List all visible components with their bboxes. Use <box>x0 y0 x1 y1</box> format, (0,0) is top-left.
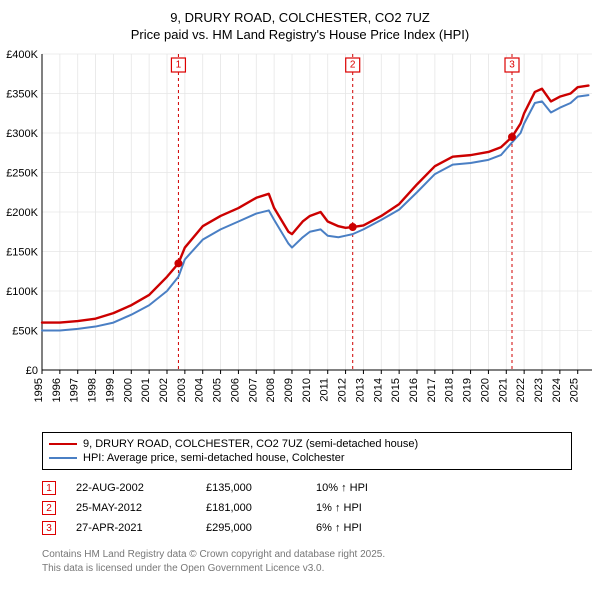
legend-swatch <box>49 457 77 459</box>
svg-text:2019: 2019 <box>462 378 474 402</box>
title-block: 9, DRURY ROAD, COLCHESTER, CO2 7UZ Price… <box>0 0 600 48</box>
sale-marker-icon: 3 <box>42 521 56 535</box>
svg-text:2024: 2024 <box>551 378 563 402</box>
legend-label: HPI: Average price, semi-detached house,… <box>83 452 345 464</box>
svg-text:2022: 2022 <box>515 378 527 402</box>
svg-text:2000: 2000 <box>122 378 134 402</box>
svg-text:£300K: £300K <box>6 128 38 140</box>
svg-text:£150K: £150K <box>6 247 38 259</box>
svg-text:1: 1 <box>176 60 182 71</box>
sale-date: 22-AUG-2002 <box>76 482 186 494</box>
svg-text:£250K: £250K <box>6 168 38 180</box>
sale-diff: 6% ↑ HPI <box>316 522 362 534</box>
svg-text:2014: 2014 <box>372 378 384 402</box>
legend: 9, DRURY ROAD, COLCHESTER, CO2 7UZ (semi… <box>42 432 572 470</box>
sale-price: £135,000 <box>206 482 296 494</box>
svg-text:2015: 2015 <box>390 378 402 402</box>
svg-text:2017: 2017 <box>426 378 438 402</box>
svg-text:2008: 2008 <box>265 378 277 402</box>
sale-marker-icon: 1 <box>42 481 56 495</box>
sale-row: 1 22-AUG-2002 £135,000 10% ↑ HPI <box>42 478 572 498</box>
sale-row: 2 25-MAY-2012 £181,000 1% ↑ HPI <box>42 498 572 518</box>
svg-text:2007: 2007 <box>247 378 259 402</box>
svg-text:2023: 2023 <box>533 378 545 402</box>
svg-text:2005: 2005 <box>212 378 224 402</box>
sale-diff: 10% ↑ HPI <box>316 482 368 494</box>
svg-text:2002: 2002 <box>158 378 170 402</box>
svg-text:2009: 2009 <box>283 378 295 402</box>
svg-text:2006: 2006 <box>229 378 241 402</box>
svg-text:2020: 2020 <box>479 378 491 402</box>
svg-text:1997: 1997 <box>69 378 81 402</box>
chart: £0 £50K £100K £150K £200K £250K £300K £350K £400… <box>0 48 600 428</box>
title-address: 9, DRURY ROAD, COLCHESTER, CO2 7UZ <box>6 10 594 25</box>
svg-text:2: 2 <box>350 60 356 71</box>
footer-line: Contains HM Land Registry data © Crown c… <box>42 548 572 562</box>
svg-text:£50K: £50K <box>12 326 38 338</box>
svg-text:2011: 2011 <box>319 378 331 402</box>
footer: Contains HM Land Registry data © Crown c… <box>42 548 572 575</box>
svg-text:1999: 1999 <box>104 378 116 402</box>
chart-svg: £0 £50K £100K £150K £200K £250K £300K £350K £400… <box>0 48 600 428</box>
svg-text:2004: 2004 <box>194 378 206 402</box>
svg-text:2010: 2010 <box>301 378 313 402</box>
svg-text:£100K: £100K <box>6 286 38 298</box>
sale-date: 25-MAY-2012 <box>76 502 186 514</box>
title-subtitle: Price paid vs. HM Land Registry's House … <box>6 27 594 42</box>
svg-text:3: 3 <box>509 60 515 71</box>
legend-label: 9, DRURY ROAD, COLCHESTER, CO2 7UZ (semi… <box>83 438 418 450</box>
sale-date: 27-APR-2021 <box>76 522 186 534</box>
svg-text:1996: 1996 <box>51 378 63 402</box>
sale-price: £295,000 <box>206 522 296 534</box>
sale-row: 3 27-APR-2021 £295,000 6% ↑ HPI <box>42 518 572 538</box>
sale-marker-icon: 2 <box>42 501 56 515</box>
legend-item: 9, DRURY ROAD, COLCHESTER, CO2 7UZ (semi… <box>49 437 565 451</box>
legend-item: HPI: Average price, semi-detached house,… <box>49 451 565 465</box>
svg-text:2018: 2018 <box>444 378 456 402</box>
legend-swatch <box>49 443 77 445</box>
svg-text:2013: 2013 <box>354 378 366 402</box>
svg-text:2016: 2016 <box>408 378 420 402</box>
svg-text:£200K: £200K <box>6 207 38 219</box>
sales-list: 1 22-AUG-2002 £135,000 10% ↑ HPI 2 25-MA… <box>42 478 572 538</box>
svg-text:2025: 2025 <box>569 378 581 402</box>
svg-text:2003: 2003 <box>176 378 188 402</box>
svg-text:£0: £0 <box>26 365 38 377</box>
svg-text:2012: 2012 <box>337 378 349 402</box>
svg-text:2021: 2021 <box>497 378 509 402</box>
svg-text:1995: 1995 <box>33 378 45 402</box>
footer-line: This data is licensed under the Open Gov… <box>42 562 572 576</box>
figure: 9, DRURY ROAD, COLCHESTER, CO2 7UZ Price… <box>0 0 600 575</box>
sale-price: £181,000 <box>206 502 296 514</box>
sale-diff: 1% ↑ HPI <box>316 502 362 514</box>
svg-text:2001: 2001 <box>140 378 152 402</box>
svg-text:1998: 1998 <box>87 378 99 402</box>
svg-text:£350K: £350K <box>6 89 38 101</box>
svg-text:£400K: £400K <box>6 49 38 61</box>
